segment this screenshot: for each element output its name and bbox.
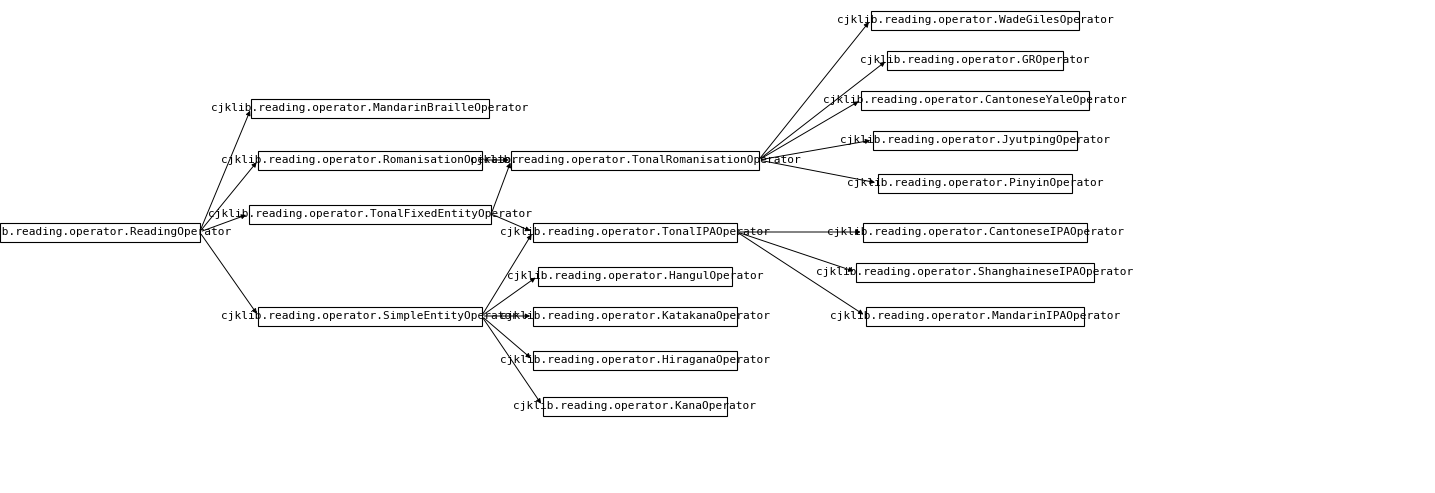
FancyBboxPatch shape [251,99,489,117]
Text: cjklib.reading.operator.JyutpingOperator: cjklib.reading.operator.JyutpingOperator [839,135,1111,145]
FancyBboxPatch shape [857,262,1093,282]
FancyBboxPatch shape [872,131,1078,149]
FancyBboxPatch shape [511,150,759,170]
FancyBboxPatch shape [864,222,1086,242]
Text: cjklib.reading.operator.HangulOperator: cjklib.reading.operator.HangulOperator [507,271,763,281]
Text: cjklib.reading.operator.RomanisationOperator: cjklib.reading.operator.RomanisationOper… [221,155,518,165]
FancyBboxPatch shape [865,307,1085,325]
Text: cjklib.reading.operator.SimpleEntityOperator: cjklib.reading.operator.SimpleEntityOper… [221,311,518,321]
Text: cjklib.reading.operator.KanaOperator: cjklib.reading.operator.KanaOperator [514,401,756,411]
FancyBboxPatch shape [542,396,728,416]
Text: cjklib.reading.operator.MandarinBrailleOperator: cjklib.reading.operator.MandarinBrailleO… [211,103,528,113]
Text: cjklib.reading.operator.PinyinOperator: cjklib.reading.operator.PinyinOperator [847,178,1104,188]
Text: cjklib.reading.operator.TonalIPAOperator: cjklib.reading.operator.TonalIPAOperator [499,227,771,237]
Text: cjklib.reading.operator.ShanghaineseIPAOperator: cjklib.reading.operator.ShanghaineseIPAO… [817,267,1134,277]
Text: cjklib.reading.operator.CantoneseIPAOperator: cjklib.reading.operator.CantoneseIPAOper… [827,227,1124,237]
FancyBboxPatch shape [887,50,1062,70]
FancyBboxPatch shape [248,205,491,223]
Text: cjklib.reading.operator.KatakanaOperator: cjklib.reading.operator.KatakanaOperator [499,311,771,321]
Text: cjklib.reading.operator.TonalRomanisationOperator: cjklib.reading.operator.TonalRomanisatio… [469,155,801,165]
Text: cjklib.reading.operator.ReadingOperator: cjklib.reading.operator.ReadingOperator [0,227,231,237]
FancyBboxPatch shape [532,351,738,369]
FancyBboxPatch shape [538,267,732,285]
FancyBboxPatch shape [532,307,738,325]
FancyBboxPatch shape [861,91,1089,109]
FancyBboxPatch shape [258,307,482,325]
FancyBboxPatch shape [0,222,199,242]
Text: cjklib.reading.operator.MandarinIPAOperator: cjklib.reading.operator.MandarinIPAOpera… [829,311,1121,321]
Text: cjklib.reading.operator.WadeGilesOperator: cjklib.reading.operator.WadeGilesOperato… [837,15,1114,25]
Text: cjklib.reading.operator.HiraganaOperator: cjklib.reading.operator.HiraganaOperator [499,355,771,365]
FancyBboxPatch shape [878,174,1072,192]
Text: cjklib.reading.operator.TonalFixedEntityOperator: cjklib.reading.operator.TonalFixedEntity… [208,209,532,219]
FancyBboxPatch shape [532,222,738,242]
FancyBboxPatch shape [871,10,1079,30]
FancyBboxPatch shape [258,150,482,170]
Text: cjklib.reading.operator.GROperator: cjklib.reading.operator.GROperator [860,55,1089,65]
Text: cjklib.reading.operator.CantoneseYaleOperator: cjklib.reading.operator.CantoneseYaleOpe… [824,95,1126,105]
